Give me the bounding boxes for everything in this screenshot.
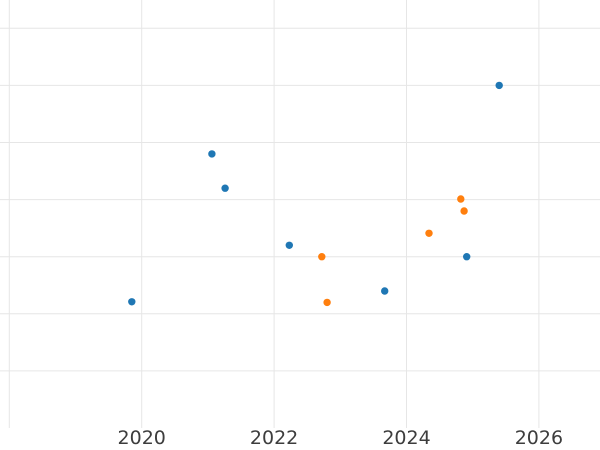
data-point-orange: [460, 207, 468, 215]
data-point-orange: [323, 298, 331, 307]
data-points: [128, 81, 503, 307]
data-point-blue: [221, 184, 229, 192]
data-point-orange: [425, 229, 433, 237]
data-point-blue: [128, 298, 136, 306]
data-point-blue: [381, 287, 389, 295]
data-point-blue: [208, 150, 216, 158]
x-tick-label: 2022: [250, 427, 298, 449]
x-tick-label: 2026: [515, 427, 563, 449]
data-point-orange: [318, 253, 326, 261]
x-tick-label: 2024: [382, 427, 430, 449]
data-point-blue: [495, 81, 503, 90]
data-point-orange: [457, 195, 465, 203]
data-point-blue: [463, 253, 471, 261]
x-axis-tick-labels: 2020 2022 2024 2026: [118, 427, 564, 449]
data-point-blue: [285, 241, 293, 249]
x-tick-label: 2020: [118, 427, 166, 449]
gridlines: [0, 0, 600, 428]
